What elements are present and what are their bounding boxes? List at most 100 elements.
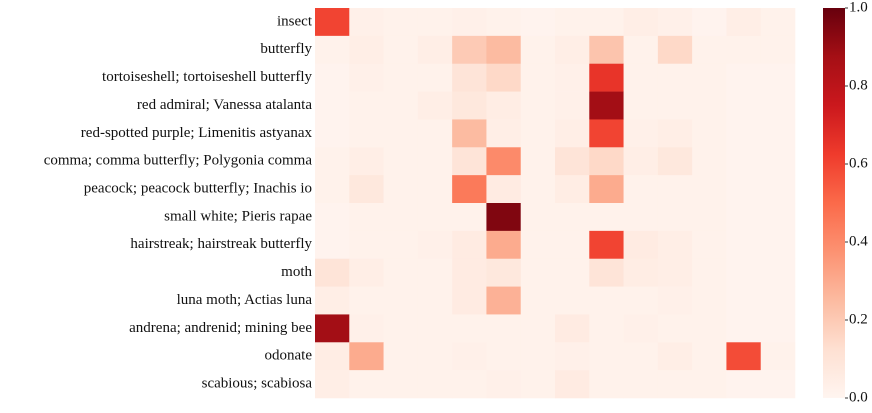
heatmap-cell — [349, 370, 384, 399]
heatmap-cell — [315, 8, 350, 37]
heatmap-cell — [520, 370, 556, 399]
heatmap-cell — [589, 175, 624, 204]
heatmap-cell — [486, 8, 522, 37]
heatmap-cell — [760, 230, 796, 260]
heatmap-cell — [383, 342, 419, 371]
colorbar-tick-label: 0.0 — [849, 389, 868, 405]
heatmap-cell — [486, 147, 522, 176]
heatmap-cell — [657, 258, 693, 287]
heatmap-cell — [555, 63, 590, 92]
heatmap-cell — [760, 370, 796, 399]
heatmap-cell — [349, 35, 384, 65]
heatmap-cell — [692, 119, 727, 148]
heatmap-cell — [486, 119, 522, 148]
heatmap-cell — [417, 147, 453, 176]
heatmap-cell — [417, 203, 453, 232]
row-label: odonate — [265, 348, 313, 364]
heatmap-cell — [315, 314, 350, 343]
heatmap-cell — [657, 119, 693, 148]
heatmap-cell — [383, 91, 419, 120]
heatmap-cell — [760, 314, 796, 343]
heatmap-cell — [555, 370, 590, 399]
heatmap-cell — [623, 147, 659, 176]
heatmap-cell — [589, 8, 624, 37]
heatmap-cell — [520, 175, 556, 204]
heatmap-cell — [555, 35, 590, 65]
heatmap-cell — [657, 342, 693, 371]
heatmap-cell — [692, 314, 727, 343]
heatmap-cell — [417, 230, 453, 260]
heatmap-cell — [760, 8, 796, 37]
heatmap-cell — [349, 91, 384, 120]
heatmap-cell — [657, 147, 693, 176]
heatmap-cell — [623, 119, 659, 148]
heatmap-cell — [623, 286, 659, 315]
heatmap-cell — [555, 8, 590, 37]
heatmap-cell — [417, 63, 453, 92]
heatmap-cell — [383, 175, 419, 204]
heatmap-cell — [657, 8, 693, 37]
heatmap-cell — [760, 35, 796, 65]
heatmap-cell — [315, 258, 350, 287]
heatmap-cell — [726, 314, 762, 343]
heatmap-cell — [452, 8, 487, 37]
heatmap-cell — [726, 175, 762, 204]
heatmap-cell — [315, 203, 350, 232]
heatmap-cell — [589, 147, 624, 176]
heatmap-cell — [555, 119, 590, 148]
heatmap-cell — [555, 342, 590, 371]
heatmap-cell — [726, 35, 762, 65]
heatmap-cell — [726, 286, 762, 315]
heatmap-cell — [315, 370, 350, 399]
heatmap-cell — [452, 175, 487, 204]
heatmap-cell — [589, 314, 624, 343]
row-label: butterfly — [260, 41, 312, 57]
heatmap-cell — [452, 147, 487, 176]
heatmap-cell — [349, 203, 384, 232]
heatmap-cell — [417, 8, 453, 37]
row-label: red admiral; Vanessa atalanta — [137, 97, 312, 113]
heatmap-cell — [692, 342, 727, 371]
heatmap-cell — [417, 91, 453, 120]
heatmap-cell — [417, 175, 453, 204]
row-label: insect — [277, 13, 313, 29]
heatmap-cell — [692, 370, 727, 399]
heatmap-cell — [452, 370, 487, 399]
row-label: tortoiseshell; tortoiseshell butterfly — [102, 69, 312, 85]
heatmap-cell — [452, 230, 487, 260]
heatmap-cell — [657, 91, 693, 120]
row-label: comma; comma butterfly; Polygonia comma — [44, 153, 313, 169]
heatmap-cell — [760, 147, 796, 176]
heatmap-cell — [692, 8, 727, 37]
heatmap-cell — [520, 230, 556, 260]
heatmap-cell — [452, 63, 487, 92]
heatmap-cell — [623, 258, 659, 287]
heatmap-cell — [726, 342, 762, 371]
heatmap-cell — [555, 203, 590, 232]
row-label: small white; Pieris rapae — [164, 208, 312, 224]
heatmap-cell — [486, 91, 522, 120]
heatmap-cell — [623, 370, 659, 399]
heatmap-cell — [452, 314, 487, 343]
heatmap-cell — [383, 203, 419, 232]
heatmap-cell — [555, 91, 590, 120]
heatmap-cell — [760, 91, 796, 120]
heatmap-cell — [315, 147, 350, 176]
heatmap-cell — [555, 286, 590, 315]
heatmap-cell — [623, 314, 659, 343]
heatmap-cell — [520, 203, 556, 232]
row-label: scabious; scabiosa — [202, 376, 313, 392]
heatmap-cell — [452, 342, 487, 371]
heatmap-cell — [623, 8, 659, 37]
heatmap-cell — [486, 175, 522, 204]
heatmap-cell — [383, 314, 419, 343]
heatmap-cell — [383, 147, 419, 176]
heatmap-cell — [726, 203, 762, 232]
heatmap-cell — [520, 119, 556, 148]
heatmap-cell — [692, 147, 727, 176]
heatmap-cell — [315, 91, 350, 120]
heatmap-cell — [760, 258, 796, 287]
heatmap-cell — [623, 63, 659, 92]
row-label: peacock; peacock butterfly; Inachis io — [84, 181, 312, 197]
heatmap-cell — [657, 230, 693, 260]
